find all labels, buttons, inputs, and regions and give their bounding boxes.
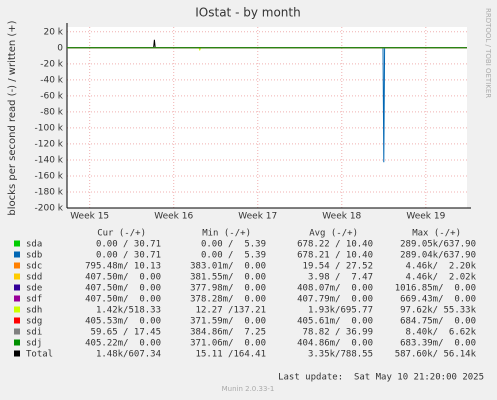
stats-value: 15.11 /164.41 (196, 350, 266, 360)
stats-value: 3.35k/788.55 (308, 350, 373, 360)
stats-value: 378.28m/ 0.00 (190, 295, 266, 305)
stats-value: 0.00 / 30.71 (96, 251, 161, 261)
stats-value: 371.06m/ 0.00 (190, 339, 266, 349)
stats-value: 407.50m/ 0.00 (85, 273, 161, 283)
legend-swatch (14, 251, 20, 258)
last-update: Last update: Sat May 10 21:20:00 2025 (278, 373, 484, 383)
stats-value: 0.00 / 5.39 (201, 240, 266, 250)
legend-swatch (14, 339, 20, 346)
stats-value: 684.75m/ 0.00 (400, 317, 476, 327)
stats-header: Min (-/+) (202, 229, 251, 239)
stats-value: 678.21 / 10.40 (297, 251, 373, 261)
x-tick-label: Week 18 (322, 212, 361, 222)
stats-value: 587.60k/ 56.14k (395, 350, 477, 360)
stats-value: 407.79m/ 0.00 (297, 295, 373, 305)
chart-title: IOstat - by month (195, 6, 300, 20)
y-axis-label: blocks per second read (-) / written (+) (7, 20, 18, 215)
legend-label: sdj (26, 339, 42, 349)
stats-value: 1.93k/695.77 (308, 306, 373, 316)
y-tick-label: -200 k (35, 204, 64, 214)
stats-value: 407.50m/ 0.00 (85, 284, 161, 294)
stats-value: 407.50m/ 0.00 (85, 295, 161, 305)
stats-value: 404.86m/ 0.00 (297, 339, 373, 349)
stats-value: 678.22 / 10.40 (297, 240, 373, 250)
y-tick-label: -100 k (35, 123, 64, 133)
legend-swatch (14, 273, 20, 280)
stats-value: 4.46k/ 2.20k (406, 262, 477, 272)
stats-value: 669.43m/ 0.00 (400, 295, 476, 305)
x-tick-label: Week 19 (406, 212, 445, 222)
legend-swatch (14, 295, 20, 302)
legend-label: sdi (26, 328, 42, 338)
stats-value: 405.53m/ 0.00 (85, 317, 161, 327)
y-tick-label: 0 (57, 43, 63, 53)
stats-value: 4.46k/ 2.02k (406, 273, 477, 283)
stats-value: 1.48k/607.34 (96, 350, 161, 360)
legend-swatch (14, 240, 20, 247)
stats-value: 0.00 / 5.39 (201, 251, 266, 261)
y-tick-label: -180 k (35, 187, 64, 197)
stats-header: Max (-/+) (412, 229, 461, 239)
y-tick-label: -20 k (40, 59, 64, 69)
footer: Munin 2.0.33-1 (222, 385, 275, 393)
stats-value: 289.04k/637.90 (400, 251, 476, 261)
legend-swatch (14, 262, 20, 269)
stats-value: 405.22m/ 0.00 (85, 339, 161, 349)
legend-swatch (14, 350, 20, 357)
stats-value: 408.07m/ 0.00 (297, 284, 373, 294)
stats-value: 97.62k/ 55.33k (400, 306, 476, 316)
stats-value: 383.01m/ 0.00 (190, 262, 266, 272)
stats-value: 19.54 / 27.52 (303, 262, 373, 272)
stats-header: Avg (-/+) (309, 229, 358, 239)
y-tick-label: 20 k (43, 27, 63, 37)
legend-label: sdc (26, 262, 42, 272)
legend-swatch (14, 317, 20, 324)
legend-swatch (14, 306, 20, 313)
stats-value: 683.39m/ 0.00 (400, 339, 476, 349)
stats-value: 78.82 / 36.99 (303, 328, 373, 338)
legend-swatch (14, 328, 20, 335)
stats-value: 59.65 / 17.45 (91, 328, 161, 338)
stats-value: 1.42k/518.33 (96, 306, 161, 316)
x-tick-label: Week 15 (70, 212, 109, 222)
stats-value: 405.61m/ 0.00 (297, 317, 373, 327)
x-tick-label: Week 17 (238, 212, 277, 222)
stats-value: 1016.85m/ 0.00 (395, 284, 476, 294)
legend-label: sda (26, 240, 42, 250)
legend-label: sdf (26, 295, 42, 305)
stats-value: 377.98m/ 0.00 (190, 284, 266, 294)
y-tick-label: -160 k (35, 171, 64, 181)
y-tick-label: -120 k (35, 139, 64, 149)
legend-label: sde (26, 284, 42, 294)
plot-area (67, 27, 467, 208)
stats-value: 371.59m/ 0.00 (190, 317, 266, 327)
side-label: RRDTOOL / TOBI OETIKER (484, 8, 492, 98)
y-tick-label: -60 k (40, 91, 64, 101)
y-tick-label: -80 k (40, 107, 64, 117)
legend-label: Total (26, 350, 53, 360)
stats-value: 289.05k/637.90 (400, 240, 476, 250)
stats-value: 795.48m/ 10.13 (85, 262, 161, 272)
legend-label: sdg (26, 317, 42, 327)
legend-label: sdd (26, 273, 42, 283)
legend-swatch (14, 284, 20, 291)
legend-label: sdb (26, 251, 42, 261)
stats-value: 3.98 / 7.47 (308, 273, 373, 283)
stats-value: 0.00 / 30.71 (96, 240, 161, 250)
y-tick-label: -140 k (35, 155, 64, 165)
y-tick-label: -40 k (40, 75, 64, 85)
stats-value: 8.40k/ 6.62k (406, 328, 477, 338)
stats-value: 384.86m/ 7.25 (190, 328, 266, 338)
stats-header: Cur (-/+) (97, 229, 146, 239)
x-tick-label: Week 16 (154, 212, 193, 222)
stats-value: 381.55m/ 0.00 (190, 273, 266, 283)
legend-label: sdh (26, 306, 42, 316)
stats-value: 12.27 /137.21 (196, 306, 266, 316)
